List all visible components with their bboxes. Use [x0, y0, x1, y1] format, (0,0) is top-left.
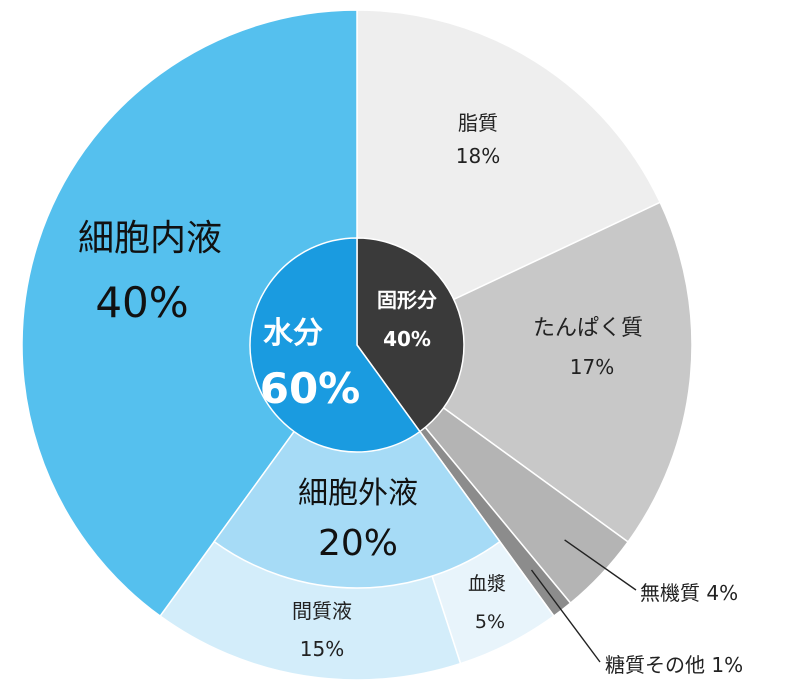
slice-outer-0: [356, 9, 662, 347]
label-solids-pct: 40%: [383, 327, 431, 351]
slice-outer-6: [21, 9, 358, 618]
label-sugar-other: 糖質その他 1%: [605, 653, 743, 677]
slice-middle-0: [213, 343, 501, 589]
label-extracellular-name: 細胞外液: [298, 476, 418, 511]
label-intracellular-pct: 40%: [95, 278, 188, 327]
slice-inner-0: [356, 237, 465, 433]
slice-outer-1: [355, 201, 693, 543]
label-lipid-pct: 18%: [456, 144, 500, 168]
label-mineral: 無機質 4%: [640, 581, 738, 605]
label-protein-pct: 17%: [570, 355, 614, 379]
label-plasma-pct: 5%: [475, 611, 505, 633]
label-solids-name: 固形分: [377, 288, 437, 312]
label-plasma-name: 血漿: [468, 573, 506, 595]
label-lipid-name: 脂質: [458, 111, 498, 135]
label-water-name: 水分: [263, 316, 323, 351]
label-interstitial-name: 間質液: [292, 599, 352, 623]
leader-line-sugar-other: [530, 569, 601, 663]
label-protein-name: たんぱく質: [533, 316, 643, 341]
label-extracellular-pct: 20%: [318, 523, 398, 564]
leader-line-mineral: [564, 539, 637, 591]
label-interstitial-pct: 15%: [300, 637, 344, 661]
slice-inner-1: [249, 237, 421, 453]
label-intracellular-name: 細胞内液: [78, 218, 222, 259]
label-water-pct: 60%: [260, 364, 361, 413]
